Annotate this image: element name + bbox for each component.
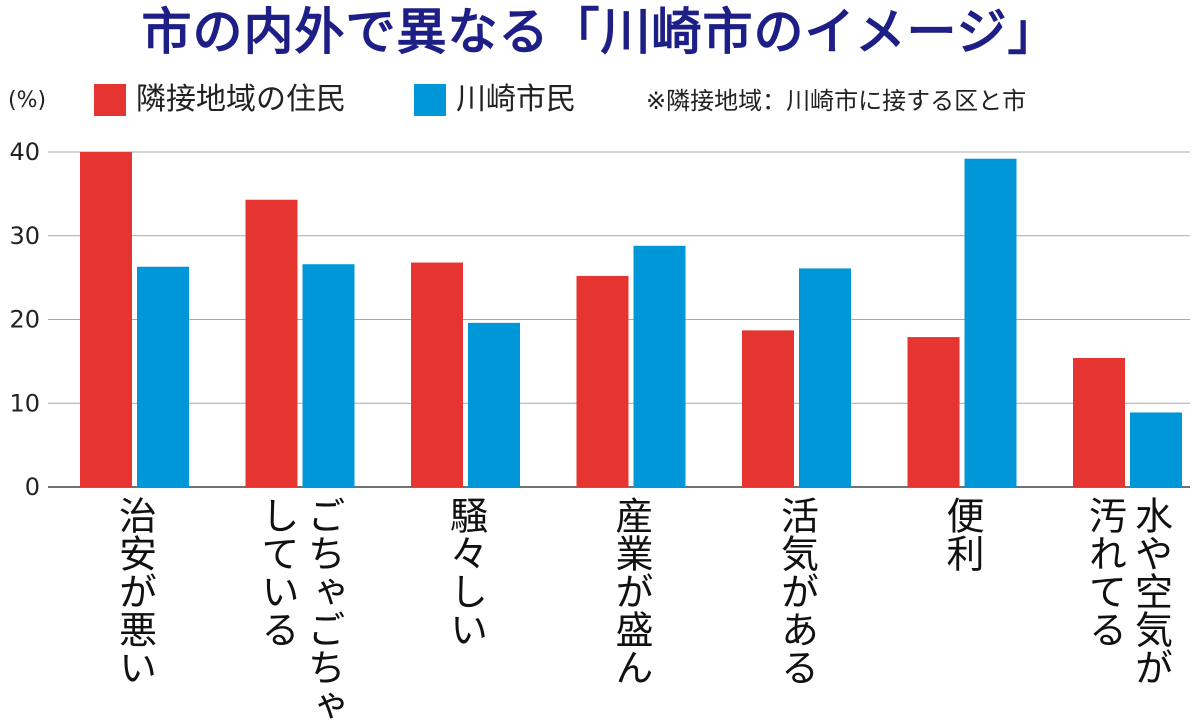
- bar-kawasaki-4: [799, 268, 851, 487]
- bar-kawasaki-5: [964, 158, 1017, 487]
- legend-swatch-kawasaki: [414, 84, 446, 116]
- bar-neighbor-6: [1073, 358, 1125, 487]
- category-label-0-line-0: 治安が悪い: [112, 496, 157, 686]
- bar-chart: 0 10 20 30 40: [9, 138, 1190, 501]
- y-tick-label-40: 40: [9, 138, 40, 166]
- category-label-2-line-0: 騒々しい: [443, 496, 488, 648]
- bar-kawasaki-0: [137, 266, 189, 487]
- y-axis-unit-label: (%): [8, 88, 47, 113]
- bar-kawasaki-3: [633, 245, 686, 487]
- category-label-3-line-0: 産業が盛ん: [609, 496, 653, 686]
- legend-swatch-neighbor: [94, 84, 126, 116]
- y-tick-label-0: 0: [25, 473, 40, 501]
- bar-neighbor-2: [411, 262, 463, 487]
- chart-title: 市の内外で異なる「川崎市のイメージ」: [141, 3, 1059, 61]
- bar-neighbor-4: [742, 330, 794, 487]
- bar-kawasaki-6: [1130, 412, 1182, 487]
- bar-neighbor-1: [245, 199, 298, 488]
- legend: (%) 隣接地域の住民 川崎市民 ※隣接地域：川崎市に接する区と市: [0, 78, 1200, 128]
- footnote-neighbor-definition: ※隣接地域：川崎市に接する区と市: [646, 87, 1027, 115]
- y-tick-label-20: 20: [9, 306, 40, 334]
- bar-kawasaki-1: [302, 264, 355, 487]
- bar-neighbor-0: [80, 152, 132, 487]
- legend-label-neighbor: 隣接地域の住民: [136, 82, 346, 117]
- category-label-5-line-0: 便利: [940, 496, 984, 572]
- legend-label-kawasaki: 川崎市民: [456, 82, 576, 117]
- category-label-6-line-1: 汚れてる: [1082, 496, 1127, 648]
- bar-neighbor-5: [907, 337, 960, 487]
- bar-kawasaki-2: [468, 322, 520, 487]
- category-label-1-line-0: ごちゃごちゃ: [301, 496, 345, 724]
- category-label-6-line-0: 水や空気が: [1128, 496, 1173, 686]
- y-tick-label-10: 10: [9, 389, 40, 417]
- category-label-4-line-0: 活気がある: [774, 496, 819, 686]
- category-label-1-line-1: している: [255, 496, 299, 648]
- y-tick-label-30: 30: [9, 222, 40, 250]
- bar-neighbor-3: [576, 275, 629, 487]
